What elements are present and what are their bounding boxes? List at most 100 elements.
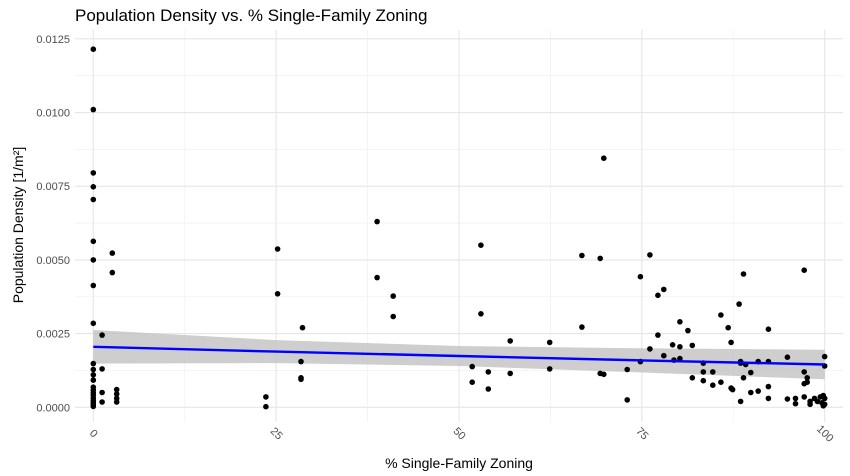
scatter-point [661, 286, 667, 293]
scatter-point [740, 271, 747, 277]
scatter-point [579, 324, 585, 330]
scatter-point [685, 327, 691, 334]
scatter-point [390, 293, 397, 299]
x-tick-label: 75 [633, 425, 650, 442]
scatter-point [718, 312, 724, 318]
scatter-point [748, 369, 754, 376]
scatter-point [546, 366, 553, 372]
scatter-point [637, 273, 644, 280]
scatter-point [689, 342, 696, 349]
trend-line [93, 345, 825, 366]
scatter-point [478, 242, 484, 248]
scatter-point [740, 375, 747, 381]
scatter-point [784, 396, 791, 402]
scatter-point [728, 339, 734, 346]
scatter-point [113, 399, 120, 405]
scatter-point [469, 379, 476, 386]
chart-title: Population Density vs. % Single-Family Z… [75, 6, 427, 25]
scatter-point [90, 360, 97, 367]
scatter-point [601, 155, 607, 161]
scatter-point [299, 324, 306, 331]
scatter-point [507, 338, 513, 344]
scatter-point [729, 386, 736, 393]
scatter-point [661, 352, 667, 359]
scatter-point [90, 184, 97, 190]
scatter-point [765, 326, 772, 333]
scatter-point [710, 369, 716, 375]
y-axis-tick-labels: 0.0000 0.0025 0.0050 0.0075 0.0100 0.0125 [36, 34, 70, 414]
scatter-point [801, 369, 807, 375]
scatter-point [298, 376, 304, 383]
scatter-point [624, 366, 630, 373]
scatter-point [579, 252, 585, 259]
y-tick-label: 0.0025 [36, 329, 70, 341]
scatter-point [814, 398, 821, 405]
confidence-band-area [93, 330, 825, 380]
scatter-point [90, 257, 97, 263]
scatter-point [113, 386, 120, 393]
scatter-point [725, 324, 731, 331]
scatter-point [109, 250, 116, 256]
scatter-point [90, 238, 97, 245]
scatter-point [90, 366, 97, 373]
scatter-point [765, 383, 772, 390]
y-tick-label: 0.0000 [36, 402, 70, 414]
scatter-point [546, 339, 553, 346]
scatter-point [374, 218, 380, 225]
scatter-point [647, 346, 653, 352]
scatter-point [298, 358, 304, 365]
scatter-point [804, 375, 810, 381]
scatter-point [485, 386, 492, 392]
scatter-point [90, 320, 97, 327]
scatter-point [710, 382, 716, 389]
scatter-point [390, 313, 397, 320]
scatter-point [755, 388, 761, 394]
x-tick-label: 50 [450, 425, 467, 442]
scatter-point [90, 46, 97, 52]
scatter-point [700, 377, 707, 384]
x-tick-label: 100 [814, 423, 835, 444]
scatter-point [624, 397, 630, 403]
scatter-point [821, 353, 828, 360]
scatter-point [784, 354, 791, 361]
scatter-point [99, 389, 105, 396]
scatter-point [109, 269, 116, 276]
scatter-point [274, 291, 281, 297]
x-tick-label: 25 [268, 425, 285, 442]
scatter-point [655, 332, 661, 338]
scatter-point [801, 394, 807, 400]
scatter-point [821, 395, 828, 402]
scatter-point [99, 332, 105, 338]
scatter-point [99, 399, 105, 405]
scatter-point [601, 371, 607, 378]
scatter-point [90, 377, 97, 383]
scatter-point [765, 395, 772, 402]
scatter-point [807, 401, 813, 408]
scatter-point [804, 379, 810, 386]
scatter-point [677, 319, 683, 325]
scatter-point [90, 403, 97, 410]
scatter-point [677, 344, 683, 350]
y-axis-title-unit: [1/m²] [10, 147, 26, 183]
scatter-point [677, 355, 683, 362]
scatter-point [736, 301, 742, 307]
scatter-point [821, 401, 828, 408]
scatter-point [263, 394, 269, 400]
scatter-point [801, 267, 807, 274]
scatter-points [90, 46, 828, 410]
scatter-point [655, 292, 661, 299]
scatter-point [274, 246, 281, 252]
scatter-point [737, 398, 744, 405]
scatter-point [597, 255, 603, 262]
scatter-point [263, 403, 269, 410]
scatter-point [99, 366, 105, 372]
scatter-point [90, 196, 97, 203]
y-tick-label: 0.0100 [36, 108, 70, 120]
scatter-point [90, 282, 97, 289]
scatter-point [647, 252, 653, 258]
scatter-point [689, 375, 696, 381]
y-axis-title-text: Population Density [10, 187, 26, 304]
confidence-band [93, 330, 825, 380]
scatter-point [478, 311, 484, 317]
